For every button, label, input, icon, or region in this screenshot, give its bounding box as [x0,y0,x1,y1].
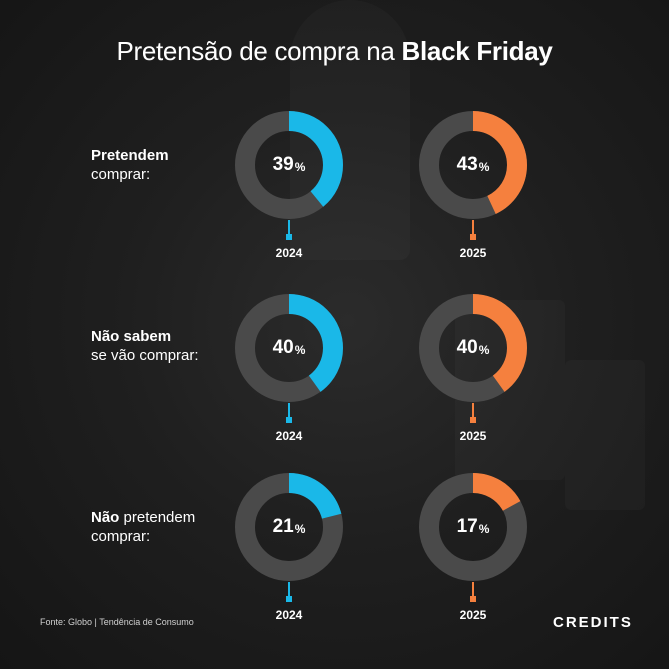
donut-2024-row-2: 40% [234,293,344,403]
row-label-line2: comprar: [91,528,151,545]
year-connector-marker [286,417,292,423]
year-label: 2025 [459,246,487,260]
source-footnote: Fonte: Globo | Tendência de Consumo [40,617,194,627]
percent-label: 40% [418,293,528,403]
background-bag-shape [565,360,645,510]
donut-value-arc [419,111,527,219]
page-title: Pretensão de compra na Black Friday [0,36,669,67]
year-connector-line [472,582,474,596]
year-connector-line [288,220,290,234]
year-connector-marker [286,234,292,240]
year-label: 2025 [459,608,487,622]
row-label-pretendem: Pretendem comprar: [91,146,169,184]
title-bold: Black Friday [401,36,553,66]
percent-value: 40 [272,337,294,358]
percent-unit: % [294,522,306,536]
donut-svg [419,294,527,402]
percent-value: 39 [272,154,294,175]
donut-2025-row-3: 17% [418,472,528,582]
year-connector-line [288,403,290,417]
year-connector-line [472,220,474,234]
percent-unit: % [294,160,306,174]
percent-label: 43% [418,110,528,220]
percent-label: 39% [234,110,344,220]
donut-2024-row-3: 21% [234,472,344,582]
row-label-bold: Pretendem [91,147,169,164]
donut-value-arc [235,294,343,402]
year-connector-marker [470,234,476,240]
percent-value: 43 [456,154,478,175]
percent-label: 40% [234,293,344,403]
donut-svg [419,473,527,581]
percent-label: 21% [234,472,344,582]
donut-svg [235,111,343,219]
percent-unit: % [478,522,490,536]
donut-2025-row-2: 40% [418,293,528,403]
donut-svg [419,111,527,219]
year-connector-marker [470,417,476,423]
title-regular: Pretensão de compra na [116,36,402,66]
row-label-line2: comprar: [91,166,151,183]
donut-value-arc [235,111,343,219]
donut-svg [235,473,343,581]
donut-value-arc [419,473,527,581]
row-label-line2: se vão comprar: [91,347,199,364]
percent-value: 21 [272,516,294,537]
donut-value-arc [235,473,343,581]
percent-unit: % [478,343,490,357]
year-label: 2024 [275,429,303,443]
donut-2024-row-1: 39% [234,110,344,220]
year-connector-line [288,582,290,596]
percent-label: 17% [418,472,528,582]
row-label-bold: Não [91,509,120,526]
percent-unit: % [478,160,490,174]
credits-logo: CREDITS [553,614,633,631]
percent-unit: % [294,343,306,357]
donut-value-arc [419,294,527,402]
year-label: 2024 [275,608,303,622]
row-label-bold: Não sabem [91,328,172,345]
donut-svg [235,294,343,402]
year-label: 2025 [459,429,487,443]
year-label: 2024 [275,246,303,260]
donut-2025-row-1: 43% [418,110,528,220]
percent-value: 40 [456,337,478,358]
row-label-nao-pretendem: Não pretendem comprar: [91,508,195,546]
row-label-rest: pretendem [119,509,196,526]
percent-value: 17 [456,516,478,537]
year-connector-marker [286,596,292,602]
year-connector-line [472,403,474,417]
row-label-nao-sabem: Não sabem se vão comprar: [91,327,199,365]
year-connector-marker [470,596,476,602]
